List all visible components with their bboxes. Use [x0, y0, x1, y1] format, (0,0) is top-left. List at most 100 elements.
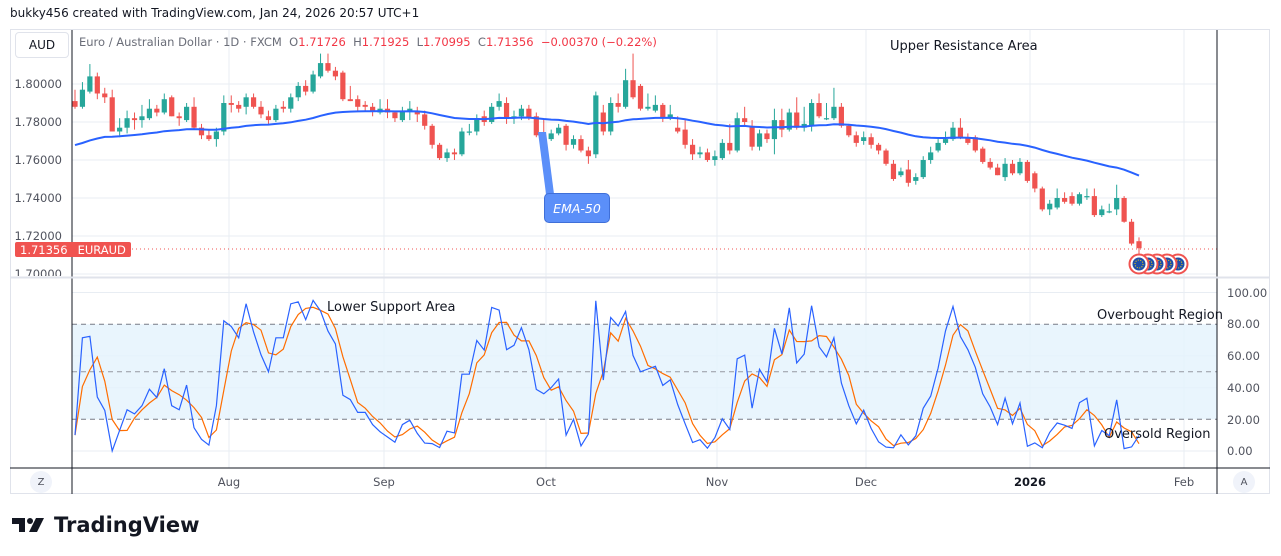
candle: [623, 80, 629, 107]
candle: [749, 125, 755, 147]
candle: [682, 129, 688, 145]
candle: [221, 103, 227, 132]
candle: [154, 108, 160, 113]
candle: [102, 93, 108, 98]
eu-flag-stars: [1173, 259, 1183, 269]
candle: [228, 103, 234, 105]
candle: [675, 127, 681, 132]
stoch-tick: 60.00: [1227, 349, 1260, 363]
candle: [1106, 211, 1112, 213]
candle: [913, 177, 919, 181]
tradingview-logo[interactable]: TradingView: [12, 513, 199, 537]
candle: [905, 169, 911, 183]
candle: [117, 127, 123, 132]
upper-resistance-label[interactable]: Upper Resistance Area: [890, 39, 1038, 54]
candle: [689, 144, 696, 155]
candle: [243, 97, 249, 107]
candle: [288, 97, 294, 109]
candle: [756, 133, 763, 147]
candle: [831, 106, 837, 119]
time-tick: 2026: [1013, 475, 1047, 489]
close-value: 1.71356: [485, 35, 534, 49]
price-tick: 1.72000: [14, 229, 62, 243]
candle: [771, 120, 778, 140]
candle: [1121, 198, 1127, 222]
candle: [1002, 163, 1008, 178]
candle: [332, 70, 339, 77]
low-value: 1.70995: [423, 35, 471, 49]
time-tick: Feb: [1173, 475, 1195, 489]
candle: [942, 139, 949, 143]
candle: [184, 106, 190, 121]
currency-button[interactable]: AUD: [15, 32, 69, 58]
candle: [861, 137, 867, 141]
price-tick: 1.80000: [14, 77, 62, 91]
candle: [980, 148, 986, 162]
candle: [407, 108, 413, 111]
time-tick: Sep: [373, 475, 395, 489]
candle: [652, 104, 658, 111]
candle: [250, 97, 257, 107]
candle: [526, 108, 532, 119]
candle: [585, 150, 591, 157]
candle: [1091, 196, 1097, 216]
zoom-reset-button[interactable]: Z: [30, 471, 52, 493]
price-tick: 1.70000: [14, 267, 62, 276]
candle: [310, 74, 316, 92]
tradingview-logo-icon: [12, 518, 44, 532]
candle: [704, 152, 711, 160]
candle: [466, 131, 472, 133]
candle: [169, 97, 175, 117]
price-tick: 1.78000: [14, 115, 62, 129]
auto-scale-button[interactable]: A: [1233, 471, 1255, 493]
candle: [563, 125, 569, 145]
candle: [712, 156, 718, 160]
candle: [503, 103, 510, 119]
candle: [236, 104, 242, 109]
candle: [317, 63, 324, 77]
candle: [533, 116, 539, 136]
candle: [987, 161, 993, 168]
candle: [191, 106, 197, 128]
oversold-label[interactable]: Oversold Region: [1104, 427, 1211, 442]
candle: [1084, 196, 1090, 198]
candle: [667, 114, 673, 119]
candle: [548, 133, 554, 140]
candle: [370, 106, 376, 111]
candle: [883, 150, 889, 164]
stoch-levels: [72, 323, 1217, 420]
overbought-label[interactable]: Overbought Region: [1097, 308, 1223, 323]
high-value: 1.71925: [361, 35, 410, 49]
candle: [79, 89, 86, 107]
symbol-legend: Euro / Australian Dollar · 1D · FXCM O1.…: [79, 35, 657, 49]
candle: [422, 114, 428, 126]
tradingview-logo-text: TradingView: [54, 513, 200, 537]
ema-50-callout[interactable]: EMA-50: [544, 193, 610, 223]
candle: [608, 103, 614, 132]
candle: [816, 103, 822, 117]
candle: [1047, 203, 1053, 210]
symbol-description[interactable]: Euro / Australian Dollar · 1D · FXCM: [79, 35, 282, 49]
candle: [496, 101, 502, 107]
flag-markers[interactable]: [1128, 253, 1189, 275]
candle: [258, 106, 264, 115]
candle: [570, 139, 577, 145]
candle: [719, 142, 725, 159]
candle: [347, 99, 353, 102]
candle: [838, 106, 844, 126]
low-label: L: [416, 35, 424, 49]
ema-50-line: [74, 110, 1140, 177]
candle: [265, 116, 272, 121]
candle: [920, 160, 926, 178]
stoch-tick: 80.00: [1227, 317, 1260, 331]
eu-flag-stars: [1162, 259, 1172, 269]
price-tick: 1.74000: [14, 191, 62, 205]
price-tick: 1.76000: [14, 153, 62, 167]
candle: [1136, 241, 1142, 249]
candle: [518, 108, 525, 117]
lower-support-label[interactable]: Lower Support Area: [327, 300, 456, 315]
candle: [362, 104, 368, 107]
candle: [414, 110, 420, 115]
candle: [1069, 196, 1075, 204]
